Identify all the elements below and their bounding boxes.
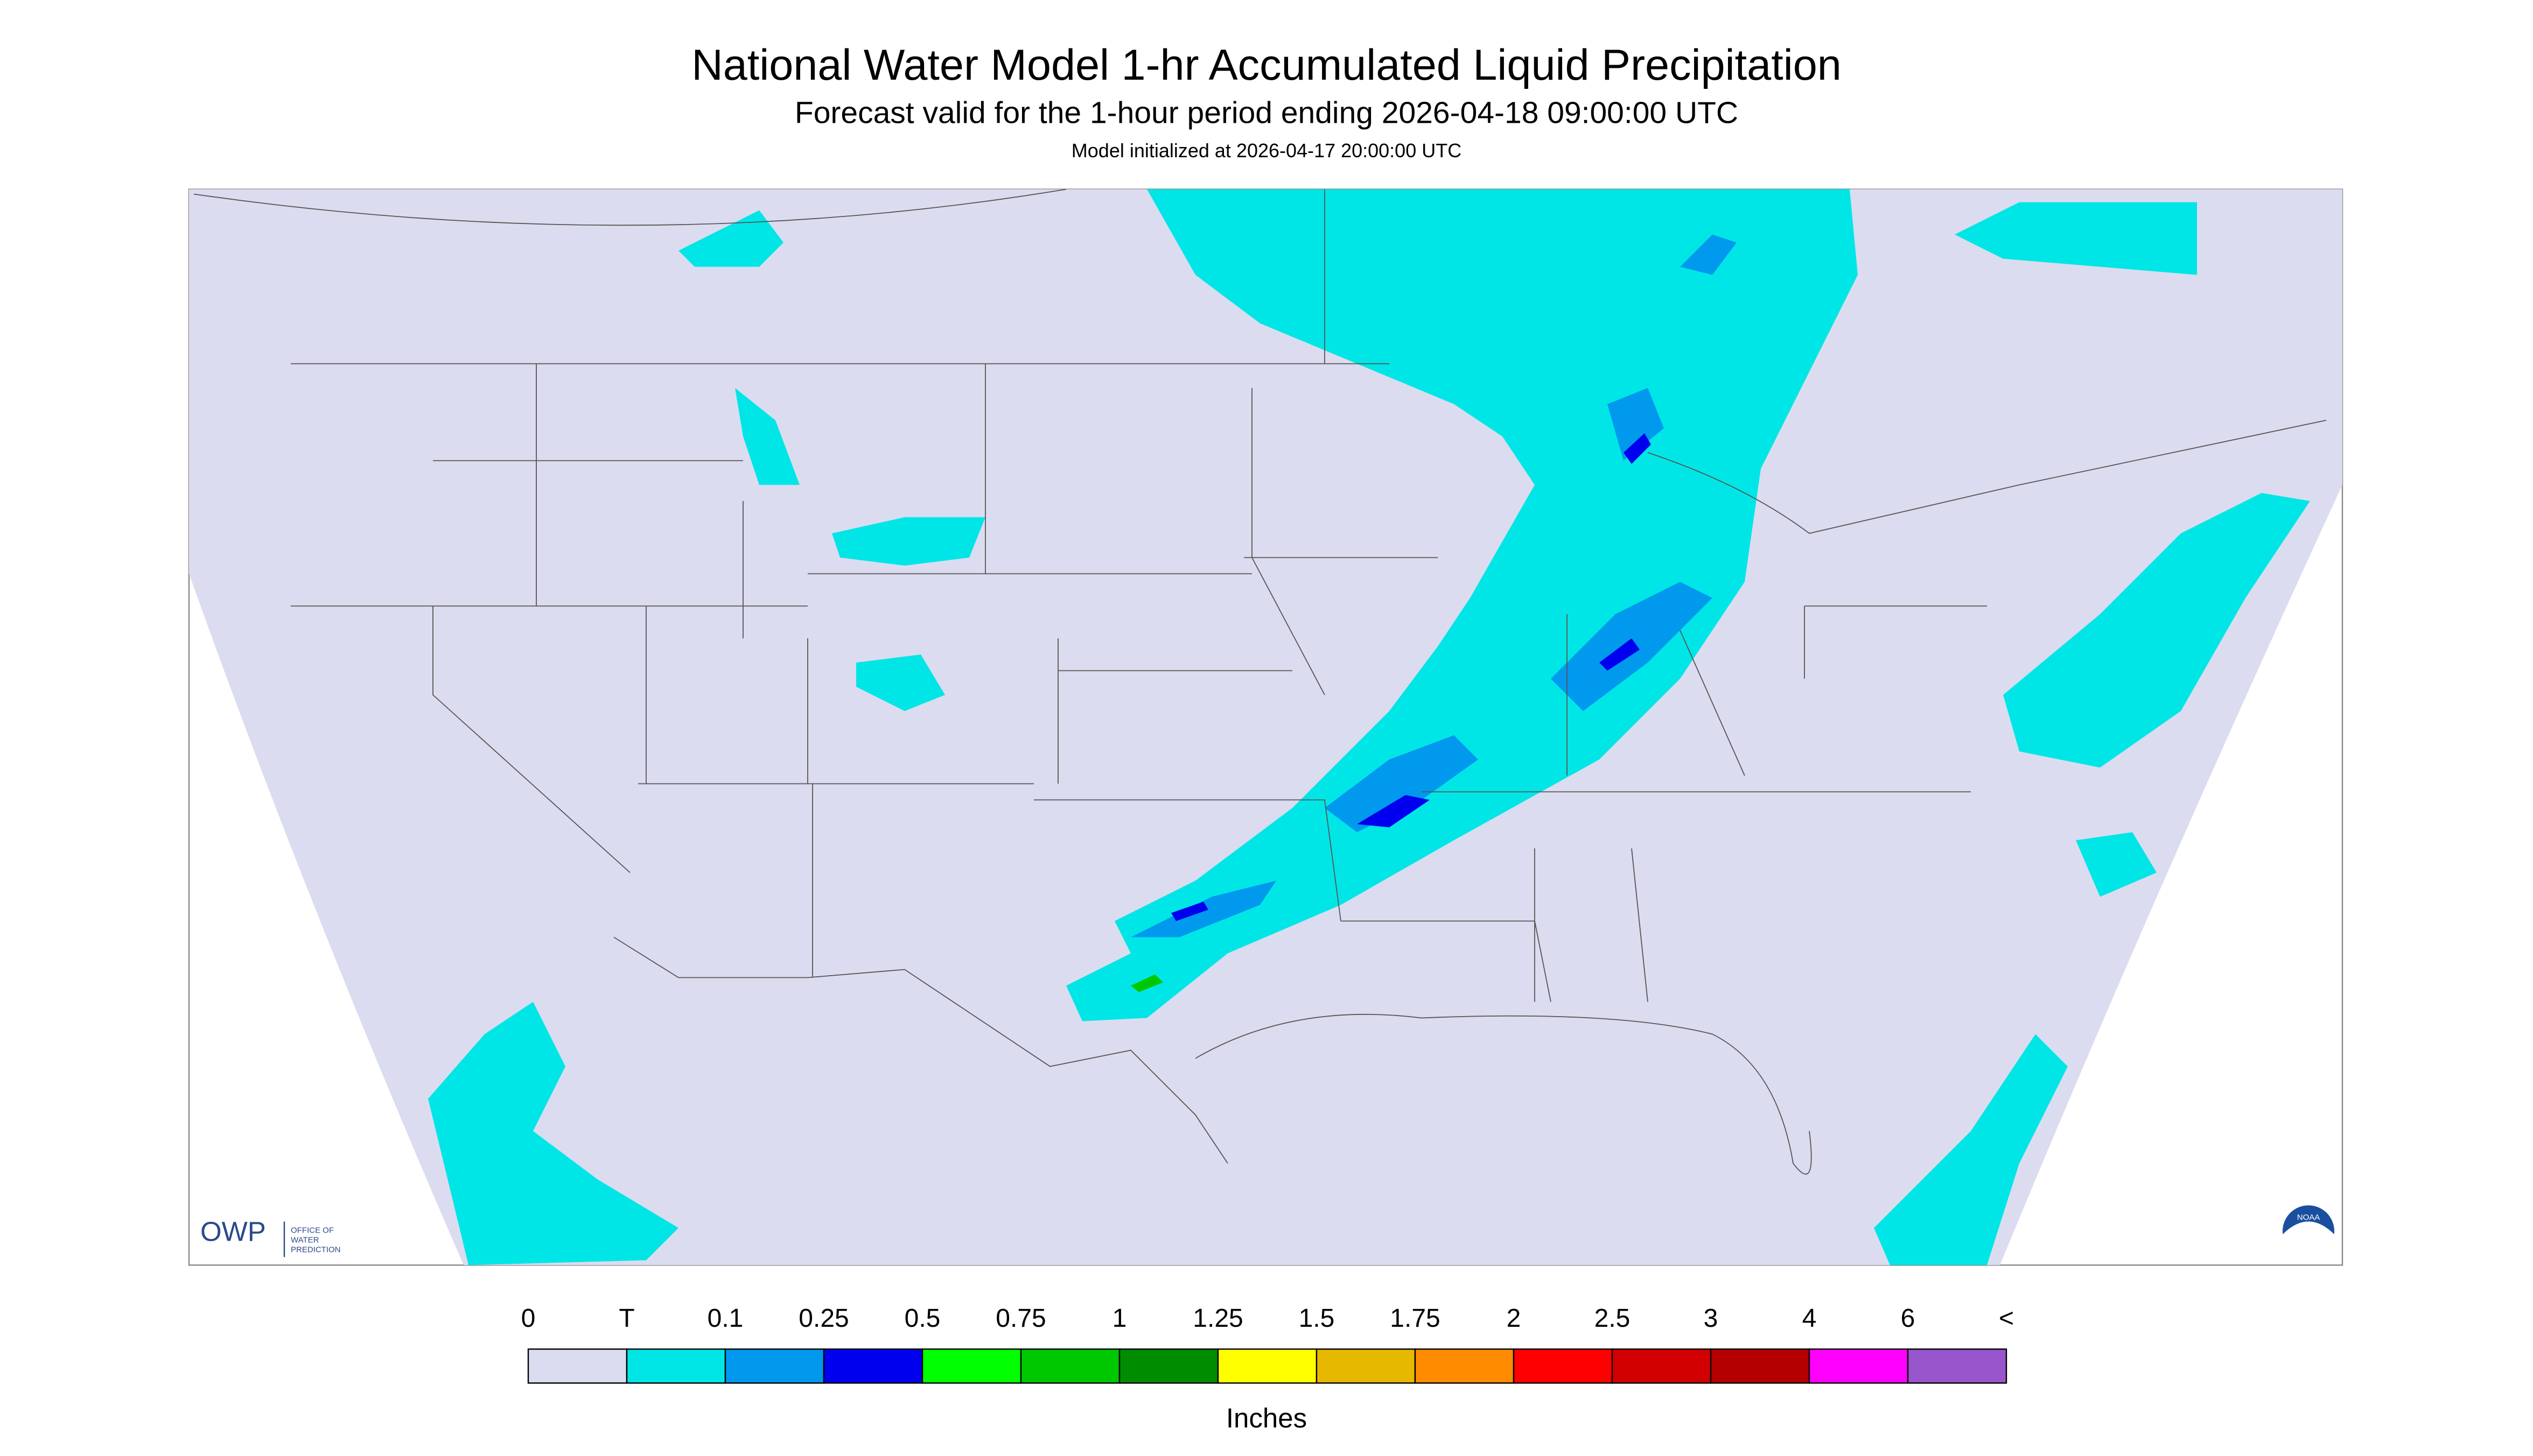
legend-label: 6 [1901,1304,1915,1333]
legend-swatch [1316,1348,1416,1384]
legend-label: 1.5 [1299,1304,1335,1333]
legend-label: 0.75 [996,1304,1046,1333]
legend-swatch [1118,1348,1219,1384]
owp-logo: OWP OFFICE OF WATER PREDICTION [200,1216,341,1257]
legend-swatch [527,1348,628,1384]
legend-swatch [1907,1348,2007,1384]
legend-swatch [724,1348,825,1384]
legend-label: 1.75 [1390,1304,1440,1333]
legend-swatch [1710,1348,1810,1384]
legend-label: T [619,1304,634,1333]
legend-label: 1.25 [1193,1304,1243,1333]
legend-label: 3 [1704,1304,1718,1333]
legend-swatch [1414,1348,1515,1384]
map: OWP OFFICE OF WATER PREDICTION NOAA [188,188,2343,1266]
legend-unit: Inches [1226,1403,1307,1433]
legend-swatch [823,1348,923,1384]
legend-label: < [1999,1304,2014,1333]
legend-label: 4 [1802,1304,1817,1333]
title: National Water Model 1-hr Accumulated Li… [691,41,1842,89]
legend-label: 0.5 [905,1304,941,1333]
noaa-logo: NOAA [2283,1205,2334,1261]
legend-label: 2 [1507,1304,1521,1333]
subtitle: Forecast valid for the 1-hour period end… [795,96,1738,130]
logo-line: PREDICTION [291,1245,341,1255]
legend-swatch [921,1348,1022,1384]
logo-name: OWP [200,1216,266,1247]
legend-label: 0.1 [708,1304,744,1333]
logo-line: WATER [291,1236,319,1245]
legend-swatch [1217,1348,1318,1384]
logo-line: OFFICE OF [291,1226,334,1235]
agency: NOAA [2297,1213,2320,1222]
legend-swatch [1020,1348,1121,1384]
init-note: Model initialized at 2026-04-17 20:00:00… [1072,139,1461,162]
legend-swatch [1611,1348,1712,1384]
legend-swatch [1513,1348,1613,1384]
legend: 0 T 0.1 0.25 0.5 0.75 1 1.25 1.5 1.75 2 2.5 3 4 6 < [521,1304,2014,1384]
legend-swatch [1808,1348,1909,1384]
legend-label: 0.25 [799,1304,849,1333]
legend-label: 2.5 [1594,1304,1631,1333]
legend-swatch [626,1348,726,1384]
legend-label: 0 [521,1304,536,1333]
legend-label: 1 [1112,1304,1127,1333]
